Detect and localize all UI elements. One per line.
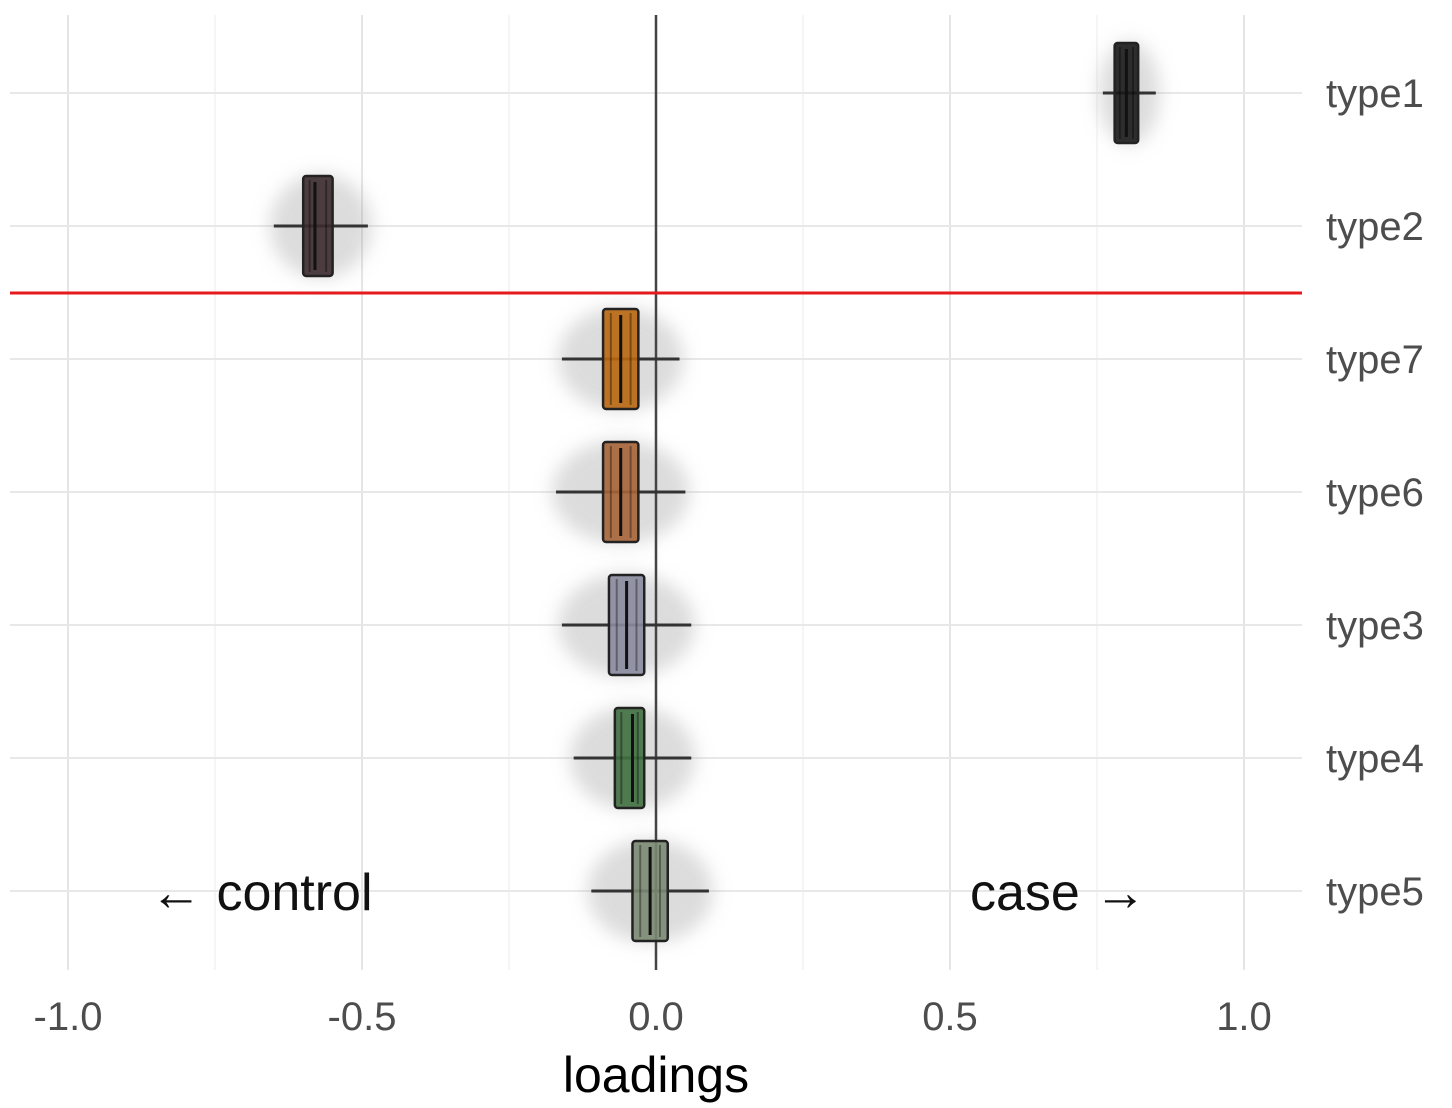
category-label-type4: type4 xyxy=(1326,737,1424,781)
box xyxy=(613,706,646,810)
category-label-type5: type5 xyxy=(1326,870,1424,914)
boxplot-type2 xyxy=(273,174,368,278)
box xyxy=(301,174,334,278)
category-label-type2: type2 xyxy=(1326,205,1424,249)
x-tick-labels: -1.0 -0.5 0.0 0.5 1.0 xyxy=(34,995,1272,1039)
control-annotation: ← control xyxy=(150,864,373,922)
boxplot-type5 xyxy=(591,839,709,943)
category-label-type1: type1 xyxy=(1326,72,1424,116)
category-label-type6: type6 xyxy=(1326,471,1424,515)
x-tick-label: -1.0 xyxy=(34,995,103,1039)
boxplot-type6 xyxy=(556,440,686,544)
x-axis-title: loadings xyxy=(563,1047,749,1103)
category-label-type7: type7 xyxy=(1326,338,1424,382)
x-tick-label: 0.0 xyxy=(628,995,684,1039)
y-category-labels: type1 type2 type7 type6 type3 type4 type5 xyxy=(1326,72,1424,914)
category-label-type3: type3 xyxy=(1326,604,1424,648)
boxplot-type4 xyxy=(573,706,692,810)
boxplot-type1 xyxy=(1102,41,1156,145)
boxplot-type7 xyxy=(561,307,680,411)
x-tick-label: 1.0 xyxy=(1216,995,1272,1039)
case-annotation: case → xyxy=(970,864,1146,922)
boxplot-type3 xyxy=(561,573,692,677)
x-tick-label: -0.5 xyxy=(328,995,397,1039)
x-tick-label: 0.5 xyxy=(922,995,978,1039)
boxplots xyxy=(273,41,1156,943)
